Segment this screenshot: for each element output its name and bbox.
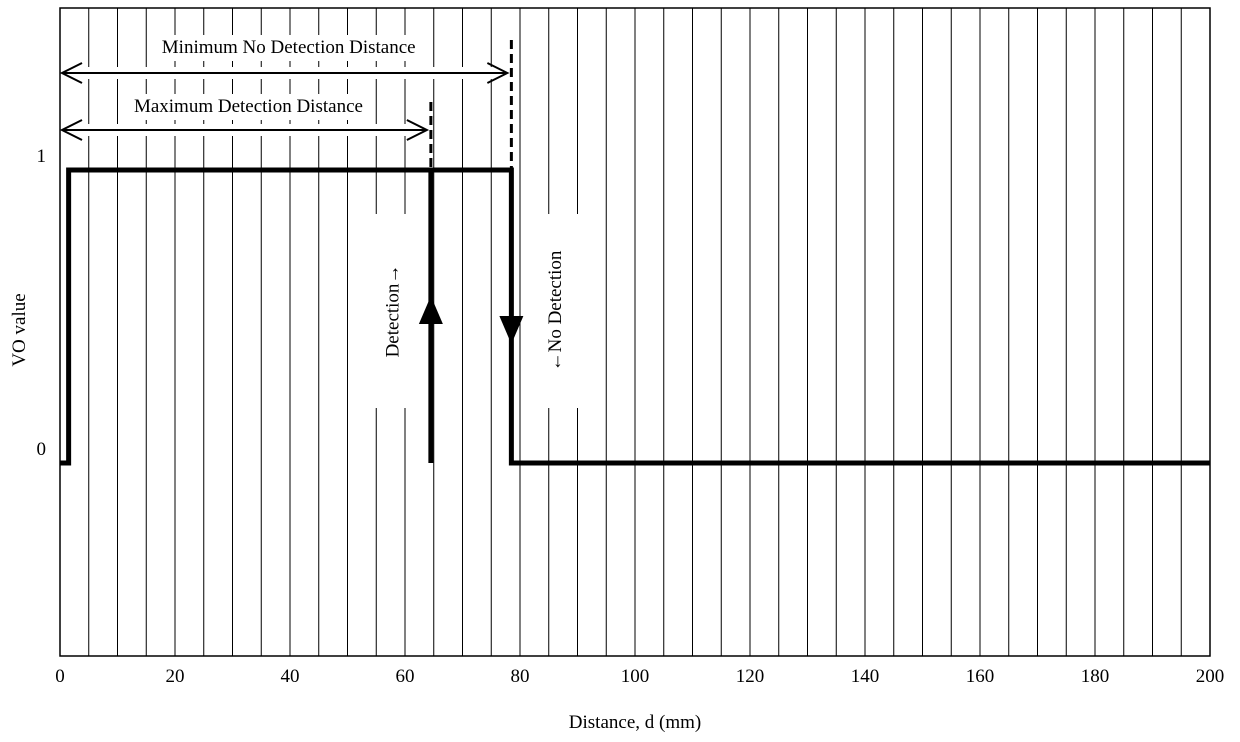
y-tick-label: 0 (37, 439, 47, 460)
x-tick-label: 160 (966, 666, 995, 687)
arrowhead-left (59, 119, 83, 141)
y-tick-labels: 01 (37, 146, 47, 460)
annotation-backdrop (121, 94, 376, 120)
x-tick-label: 20 (166, 666, 185, 687)
x-axis-label: Distance, d (mm) (569, 712, 701, 733)
x-tick-labels: 0 20 40 60 80 100 120 140 160 180 200 (55, 666, 1224, 687)
series-line (60, 167, 1210, 466)
label-backdrop (546, 214, 580, 408)
x-tick-label: 0 (55, 666, 65, 687)
x-tick-label: 200 (1196, 666, 1225, 687)
y-axis-label: VO value (9, 293, 30, 366)
x-tick-label: 140 (851, 666, 880, 687)
arrowhead-right (406, 119, 430, 141)
arrowhead-left (59, 62, 83, 84)
annotation-backdrop (147, 35, 430, 61)
arrow-down-icon (499, 316, 524, 344)
x-tick-label: 120 (736, 666, 765, 687)
x-tick-label: 180 (1081, 666, 1110, 687)
annotation-label: Minimum No Detection Distance (162, 37, 416, 58)
x-tick-label: 100 (621, 666, 650, 687)
direction-arrows: Detection→ ←No Detection (383, 250, 567, 371)
arrow-up-icon (418, 296, 443, 324)
annotation-label: Maximum Detection Distance (134, 96, 363, 117)
x-tick-label: 60 (396, 666, 415, 687)
x-tick-label: 40 (281, 666, 300, 687)
x-tick-label: 80 (511, 666, 530, 687)
plot-border (59, 7, 1211, 657)
y-tick-label: 1 (37, 146, 47, 167)
no-detection-label: ←No Detection (545, 250, 566, 371)
dimension-annotations: Minimum No Detection Distance Maximum Det… (59, 35, 513, 170)
arrowhead-right (486, 62, 510, 84)
detection-label: Detection→ (383, 265, 404, 358)
label-backdrop (374, 214, 407, 408)
plot-frame (59, 7, 1211, 657)
